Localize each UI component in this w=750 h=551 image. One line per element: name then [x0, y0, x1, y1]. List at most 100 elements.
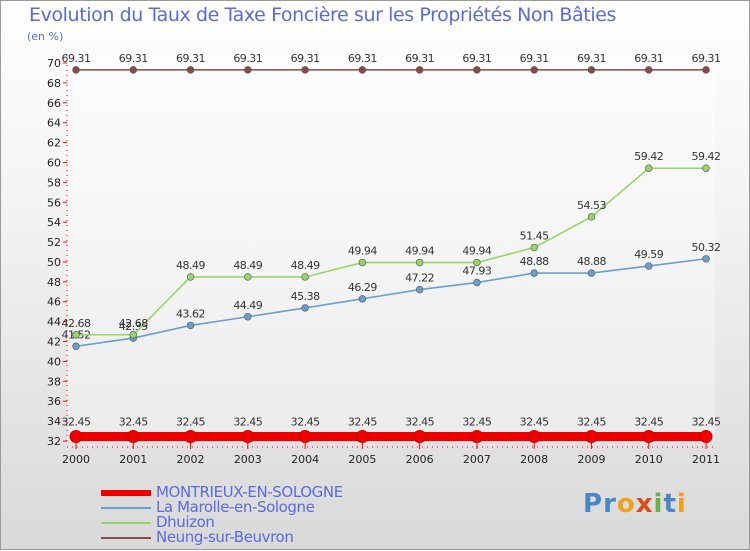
- data-point: [358, 258, 367, 267]
- x-tick-label: 2008: [520, 453, 548, 466]
- logo-letter: i: [653, 489, 664, 519]
- data-point: [72, 331, 80, 339]
- data-point: [415, 285, 424, 294]
- y-tick-label: 44: [47, 316, 61, 329]
- data-label: 42.68: [119, 317, 148, 330]
- data-label: 69.31: [176, 52, 205, 65]
- data-point: [244, 66, 252, 74]
- data-label: 69.31: [405, 52, 434, 65]
- logo-letter: r: [603, 489, 617, 519]
- y-tick-label: 68: [47, 77, 61, 90]
- y-tick-label: 48: [47, 276, 61, 289]
- data-point: [355, 430, 369, 444]
- data-label: 69.31: [520, 52, 549, 65]
- logo-letter: P: [583, 489, 604, 519]
- legend-swatch-montrieux: [101, 490, 151, 496]
- data-point: [584, 430, 598, 444]
- y-tick-label: 36: [47, 395, 61, 408]
- y-tick-label: 46: [47, 296, 61, 309]
- data-point: [186, 273, 195, 281]
- data-point: [72, 66, 80, 74]
- data-label: 69.31: [348, 52, 377, 65]
- data-label: 54.53: [577, 199, 606, 212]
- data-point: [301, 66, 309, 74]
- data-point: [415, 66, 424, 74]
- data-point: [530, 243, 538, 252]
- y-tick-label: 32: [47, 435, 61, 448]
- data-point: [473, 278, 481, 287]
- x-tick-label: 2011: [692, 453, 720, 466]
- x-tick-label: 2009: [577, 453, 605, 466]
- data-label: 69.31: [577, 52, 606, 65]
- data-label: 47.22: [405, 272, 434, 285]
- data-label: 42.35: [119, 320, 148, 333]
- data-point: [186, 321, 195, 330]
- data-label: 50.32: [692, 241, 721, 254]
- data-point: [72, 342, 80, 351]
- data-label: 42.68: [62, 317, 91, 330]
- chart-title: Evolution du Taux de Taxe Foncière sur l…: [29, 4, 617, 26]
- logo-letter: i: [676, 489, 687, 519]
- data-label: 47.93: [462, 265, 491, 278]
- legend-label-marolle: La Marolle-en-Sologne: [156, 498, 315, 516]
- x-tick-label: 2004: [291, 453, 319, 466]
- data-point: [413, 430, 427, 444]
- plot-area: [67, 55, 715, 441]
- legend-label-montrieux: MONTRIEUX-EN-SOLOGNE: [156, 483, 343, 501]
- data-label: 32.45: [405, 416, 434, 429]
- y-tick-label: 38: [47, 375, 61, 388]
- x-tick-label: 2005: [348, 453, 376, 466]
- data-point: [69, 430, 83, 444]
- data-point: [186, 66, 195, 74]
- data-label: 44.49: [233, 299, 262, 312]
- data-point: [126, 430, 140, 444]
- data-point: [645, 164, 653, 172]
- data-point: [527, 430, 541, 444]
- logo-letter: t: [663, 489, 677, 519]
- legend-swatch-marolle: [101, 507, 151, 509]
- y-tick-label: 56: [47, 196, 61, 209]
- data-label: 32.45: [634, 416, 663, 429]
- data-point: [473, 258, 481, 267]
- data-label: 59.42: [692, 150, 721, 163]
- data-point: [587, 213, 596, 221]
- data-point: [184, 430, 198, 444]
- data-label: 32.45: [462, 416, 491, 429]
- legend-label-dhuizon: Dhuizon: [156, 513, 215, 531]
- data-label: 49.94: [348, 245, 377, 258]
- x-tick-label: 2010: [635, 453, 663, 466]
- data-label: 32.45: [520, 416, 549, 429]
- x-tick-label: 2001: [119, 453, 147, 466]
- data-label: 32.45: [176, 416, 205, 429]
- data-point: [241, 430, 255, 444]
- data-label: 48.49: [176, 259, 205, 272]
- data-point: [530, 66, 538, 74]
- logo-letter: o: [616, 489, 636, 519]
- y-tick-label: 62: [47, 137, 61, 150]
- data-point: [358, 66, 367, 74]
- x-tick-label: 2006: [406, 453, 434, 466]
- y-tick-label: 50: [47, 256, 61, 269]
- data-label: 45.38: [291, 290, 320, 303]
- x-tick-label: 2002: [177, 453, 205, 466]
- legend-label-neung: Neung-sur-Beuvron: [156, 528, 294, 546]
- data-label: 69.31: [119, 52, 148, 65]
- data-point: [530, 269, 538, 277]
- y-tick-label: 40: [47, 355, 61, 368]
- data-point: [244, 273, 252, 281]
- series-line-2: [76, 167, 706, 336]
- legend-swatch-neung: [101, 537, 151, 539]
- data-point: [415, 258, 424, 267]
- data-point: [645, 66, 653, 74]
- data-point: [358, 295, 367, 303]
- data-label: 32.45: [119, 416, 148, 429]
- data-label: 32.45: [577, 416, 606, 429]
- data-label: 49.59: [634, 248, 663, 261]
- y-tick-label: 64: [47, 117, 61, 130]
- series-line-1: [75, 257, 707, 348]
- data-point: [473, 66, 481, 74]
- y-tick-label: 58: [47, 176, 61, 189]
- proxiti-logo: Proxiti: [583, 489, 687, 519]
